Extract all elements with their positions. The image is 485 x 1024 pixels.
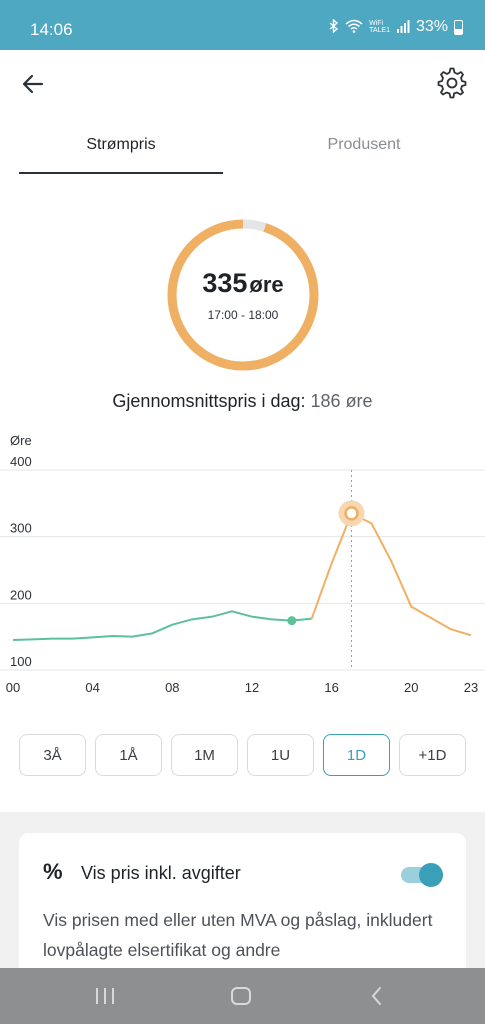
series-line-past (12, 610, 312, 641)
current-price-gauge: 335øre 17:00 - 18:00 (166, 218, 320, 372)
signal-icon (396, 19, 410, 35)
wifi-icon (345, 19, 363, 35)
x-tick-label: 16 (324, 680, 338, 695)
ring-fill (167, 219, 319, 371)
range-next-day-button[interactable]: +1D (399, 734, 466, 776)
battery-icon (454, 19, 463, 35)
tab-stromspris[interactable]: Strømpris (19, 128, 223, 174)
status-bar: 14:06 WiFi TALE1 33% (0, 0, 485, 50)
x-tick-label: 04 (85, 680, 99, 695)
range-1y-button[interactable]: 1Å (95, 734, 162, 776)
range-1d-button[interactable]: 1D (323, 734, 390, 776)
gear-icon (437, 67, 467, 99)
average-price: Gjennomsnittspris i dag: 186 øre (0, 391, 485, 412)
range-selector: 3Å 1Å 1M 1U 1D +1D (19, 734, 466, 776)
arrow-left-icon (22, 74, 44, 94)
range-3y-button[interactable]: 3Å (19, 734, 86, 776)
toggle-knob (419, 863, 443, 887)
status-time: 14:06 (30, 20, 73, 39)
current-price-time: 17:00 - 18:00 (207, 308, 279, 322)
x-tick-label: 12 (245, 680, 259, 695)
average-price-value: 186 øre (310, 391, 373, 411)
settings-button[interactable] (435, 66, 469, 100)
average-price-label: Gjennomsnittspris i dag: (112, 391, 306, 411)
y-tick-label: 100 (10, 654, 32, 669)
wifi-calling-label: WiFi TALE1 (369, 20, 390, 34)
system-back-button[interactable] (357, 980, 397, 1012)
price-chart[interactable]: Øre 100 200 300 400 00 04 08 12 16 20 23 (0, 425, 485, 705)
vat-description: Vis prisen med eller uten MVA og påslag,… (43, 910, 433, 960)
system-nav-bar (0, 968, 485, 1024)
home-button[interactable] (221, 980, 261, 1012)
recent-apps-button[interactable] (85, 980, 125, 1012)
vat-toggle[interactable] (401, 863, 443, 887)
top-bar (0, 50, 485, 116)
bluetooth-icon (328, 18, 339, 35)
x-tick-label: 23 (464, 680, 478, 695)
range-1m-button[interactable]: 1M (171, 734, 238, 776)
y-axis-label: Øre (10, 433, 32, 448)
x-tick-label: 20 (404, 680, 418, 695)
tab-produsent[interactable]: Produsent (327, 136, 401, 153)
price-ring (167, 219, 319, 371)
recent-apps-icon (96, 988, 114, 1004)
highlight-point (344, 506, 359, 521)
range-1w-button[interactable]: 1U (247, 734, 314, 776)
y-tick-label: 200 (10, 587, 32, 602)
home-icon (231, 987, 251, 1005)
battery-percent: 33% (415, 18, 448, 35)
now-marker (287, 616, 297, 626)
status-icons: WiFi TALE1 33% (328, 18, 463, 36)
current-price-value: 335øre (202, 268, 284, 298)
series-line-future (310, 512, 472, 637)
chevron-left-icon (371, 987, 381, 1005)
back-button[interactable] (18, 68, 50, 100)
vat-toggle-label: Vis pris inkl. avgifter (81, 863, 241, 883)
percent-icon: % (43, 859, 63, 884)
x-tick-label: 00 (6, 680, 20, 695)
vat-settings-card: % Vis pris inkl. avgifter Vis prisen med… (19, 833, 466, 993)
tab-bar: Strømpris Produsent (0, 128, 485, 174)
x-tick-label: 08 (165, 680, 179, 695)
y-tick-label: 400 (10, 454, 32, 469)
y-tick-label: 300 (10, 521, 32, 536)
